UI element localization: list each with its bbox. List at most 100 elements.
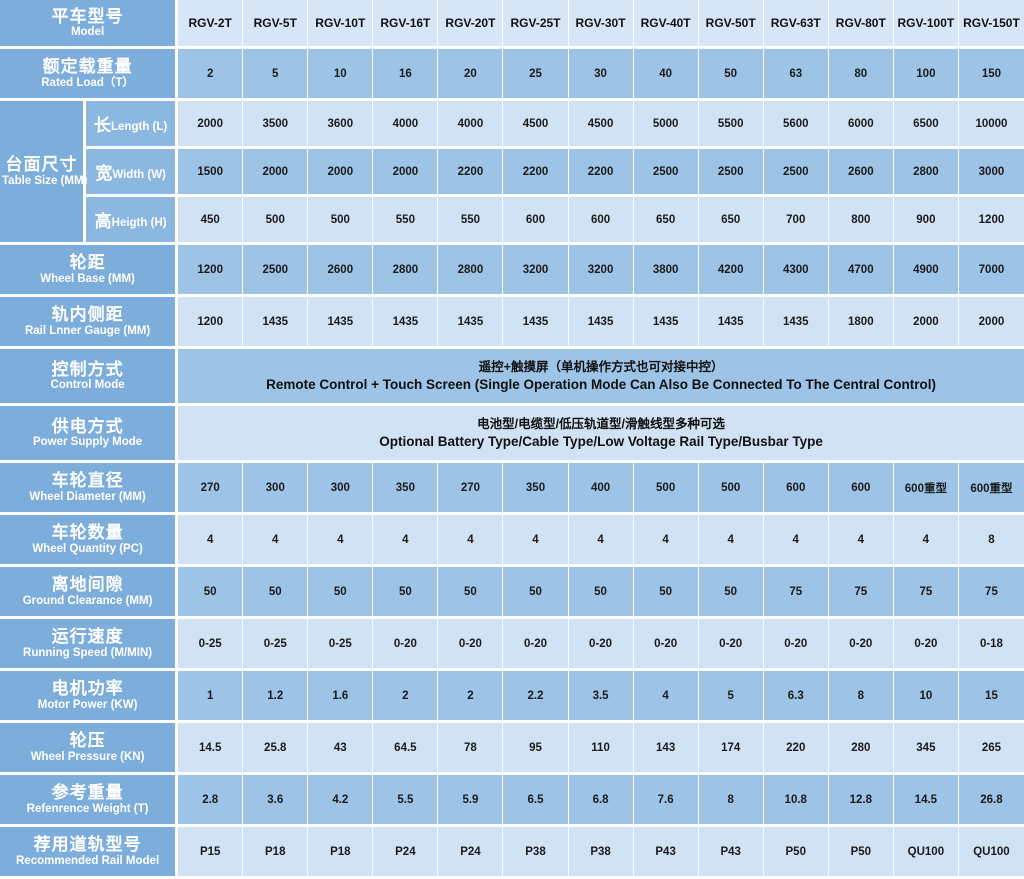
table-row-width: 宽Width (W) 1500 2000 2000 2000 2200 2200… <box>0 149 1024 197</box>
table-cell: 0-25 <box>178 619 244 671</box>
table-cell: 75 <box>828 567 894 619</box>
table-cell: 265 <box>958 723 1024 775</box>
table-cell: 4900 <box>893 245 959 297</box>
table-cell: 270 <box>178 463 244 515</box>
table-cell: 150 <box>958 49 1024 101</box>
table-cell: 5000 <box>633 101 699 149</box>
table-cell: 14.5 <box>178 723 244 775</box>
table-cell: 300 <box>243 463 309 515</box>
table-cell: 50 <box>633 567 699 619</box>
table-row-rail-gauge: 轨内侧距 Rail Lnner Gauge (MM) 1200 1435 143… <box>0 297 1024 349</box>
table-cell: 4 <box>503 515 569 567</box>
table-row-model: 平车型号 Model RGV-2T RGV-5T RGV-10T RGV-16T… <box>0 0 1024 49</box>
row-label-wheel-quantity: 车轮数量 Wheel Quantity (PC) <box>0 515 179 567</box>
table-cell: 600 <box>568 197 634 245</box>
table-cell: 25 <box>503 49 569 101</box>
table-cell: 2 <box>373 671 439 723</box>
table-cell: 1 <box>178 671 244 723</box>
table-cell: 450 <box>178 197 244 245</box>
table-cell: 50 <box>503 567 569 619</box>
table-cell: 600重型 <box>893 463 959 515</box>
table-row-running-speed: 运行速度 Running Speed (M/MIN) 0-25 0-25 0-2… <box>0 619 1024 671</box>
table-cell: 174 <box>698 723 764 775</box>
table-cell: 25.8 <box>243 723 309 775</box>
table-cell: 500 <box>698 463 764 515</box>
table-cell: 6000 <box>828 101 894 149</box>
table-cell: 2000 <box>893 297 959 349</box>
table-cell: 4 <box>568 515 634 567</box>
table-cell: 4700 <box>828 245 894 297</box>
table-cell: 50 <box>178 567 244 619</box>
table-cell: 550 <box>438 197 504 245</box>
table-cell: 64.5 <box>373 723 439 775</box>
row-label-model: 平车型号 Model <box>0 0 179 49</box>
table-cell: 5500 <box>698 101 764 149</box>
table-cell: 2500 <box>698 149 764 197</box>
table-cell: 26.8 <box>958 775 1024 827</box>
table-cell: 2000 <box>373 149 439 197</box>
table-cell: 40 <box>633 49 699 101</box>
table-row-rail-model: 荐用道轨型号 Recommended Rail Model P15 P18 P1… <box>0 827 1024 879</box>
table-cell: 1800 <box>828 297 894 349</box>
table-cell: 4 <box>698 515 764 567</box>
row-label-table-size: 台面尺寸 Table Size (MM) <box>0 101 87 245</box>
table-cell: 2000 <box>178 101 244 149</box>
table-cell: 6.3 <box>763 671 829 723</box>
table-cell: 4 <box>308 515 374 567</box>
table-cell: 7000 <box>958 245 1024 297</box>
row-label-control-mode: 控制方式 Control Mode <box>0 349 179 406</box>
table-row-wheel-diameter: 车轮直径 Wheel Diameter (MM) 270 300 300 350… <box>0 463 1024 515</box>
table-cell: 80 <box>828 49 894 101</box>
table-cell: 3000 <box>958 149 1024 197</box>
table-cell: 75 <box>893 567 959 619</box>
table-cell: 50 <box>698 567 764 619</box>
table-cell: 0-20 <box>698 619 764 671</box>
table-cell: P18 <box>308 827 374 879</box>
table-cell: 100 <box>893 49 959 101</box>
table-cell: 1435 <box>308 297 374 349</box>
table-cell: 900 <box>893 197 959 245</box>
table-cell: 2500 <box>243 245 309 297</box>
table-cell: 2000 <box>243 149 309 197</box>
table-cell: 345 <box>893 723 959 775</box>
table-cell: 700 <box>763 197 829 245</box>
row-label-power-supply: 供电方式 Power Supply Mode <box>0 406 179 463</box>
table-cell: 0-18 <box>958 619 1024 671</box>
table-cell: 2.2 <box>503 671 569 723</box>
table-cell: 0-20 <box>503 619 569 671</box>
table-cell: 50 <box>568 567 634 619</box>
row-label-wheel-pressure: 轮压 Wheel Pressure (KN) <box>0 723 179 775</box>
table-cell: 500 <box>243 197 309 245</box>
table-cell: 50 <box>308 567 374 619</box>
table-cell: QU100 <box>893 827 959 879</box>
table-cell: P50 <box>828 827 894 879</box>
table-cell: 4 <box>438 515 504 567</box>
merged-cell-control-mode: 遥控+触摸屏（单机操作方式也可对接中控） Remote Control + To… <box>178 349 1024 406</box>
table-row-ground-clearance: 离地间隙 Ground Clearance (MM) 50 50 50 50 5… <box>0 567 1024 619</box>
table-cell: 2500 <box>763 149 829 197</box>
table-cell: 2200 <box>503 149 569 197</box>
table-cell: P43 <box>633 827 699 879</box>
sub-row-label-height: 高Heigth (H) <box>86 197 179 245</box>
table-cell: 1435 <box>243 297 309 349</box>
table-cell: 8 <box>698 775 764 827</box>
table-cell: 6.8 <box>568 775 634 827</box>
column-header: RGV-10T <box>308 0 374 49</box>
table-cell: 350 <box>503 463 569 515</box>
row-label-reference-weight: 参考重量 Refenrence Weight (T) <box>0 775 179 827</box>
table-cell: 550 <box>373 197 439 245</box>
table-cell: 0-20 <box>633 619 699 671</box>
table-cell: 600 <box>763 463 829 515</box>
table-cell: 1435 <box>633 297 699 349</box>
table-cell: P24 <box>438 827 504 879</box>
table-cell: P24 <box>373 827 439 879</box>
table-cell: 16 <box>373 49 439 101</box>
table-cell: 650 <box>633 197 699 245</box>
table-cell: 2000 <box>958 297 1024 349</box>
table-cell: 1200 <box>178 297 244 349</box>
table-cell: 1435 <box>503 297 569 349</box>
table-cell: 30 <box>568 49 634 101</box>
table-cell: P43 <box>698 827 764 879</box>
table-cell: 600 <box>828 463 894 515</box>
table-cell: 10 <box>893 671 959 723</box>
